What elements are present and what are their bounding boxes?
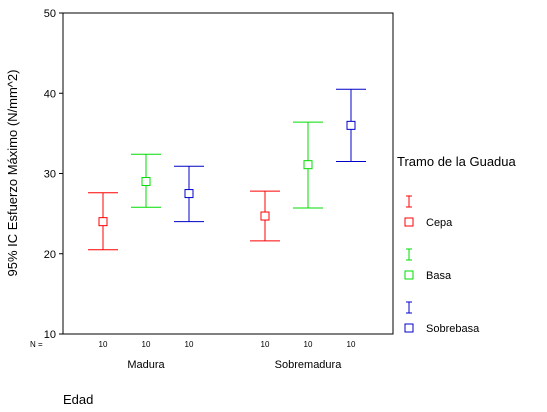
- error-bar-basa: [131, 153, 161, 208]
- n-value: 10: [99, 340, 108, 349]
- y-tick-label: 10: [44, 329, 56, 341]
- y-tick-label: 40: [44, 88, 56, 100]
- error-bar-sobrebasa: [174, 165, 204, 223]
- legend-title: Tramo de la Guadua: [397, 154, 517, 169]
- error-bars: [88, 88, 366, 251]
- n-label: N =: [30, 340, 43, 349]
- y-tick-label: 30: [44, 169, 56, 181]
- legend-label: Sobrebasa: [426, 323, 480, 335]
- n-value: 10: [261, 340, 270, 349]
- mean-marker: [303, 160, 313, 170]
- n-row: N = 10 10 10 10 10 10: [30, 340, 356, 349]
- legend-mean-symbol: [404, 270, 414, 280]
- error-bar-basa: [293, 121, 323, 209]
- x-axis-label: Edad: [63, 392, 93, 407]
- category-labels: Madura Sobremadura: [127, 359, 342, 371]
- mean-marker: [260, 211, 270, 221]
- error-bar-cepa: [250, 190, 280, 242]
- legend-mean-symbol: [404, 217, 414, 227]
- category-label: Sobremadura: [275, 359, 343, 371]
- y-tick-label: 20: [44, 249, 56, 261]
- legend: Tramo de la Guadua Cepa Basa Sobrebasa: [397, 154, 517, 335]
- error-bar-sobrebasa: [336, 88, 366, 162]
- error-bar-cepa: [88, 192, 118, 251]
- mean-marker: [184, 189, 194, 199]
- legend-entry-cepa: Cepa: [404, 195, 453, 229]
- mean-marker: [346, 120, 356, 130]
- mean-marker: [141, 177, 151, 187]
- legend-entry-basa: Basa: [404, 248, 452, 282]
- n-value: 10: [304, 340, 313, 349]
- legend-label: Cepa: [426, 217, 453, 229]
- n-value: 10: [185, 340, 194, 349]
- y-tick-label: 50: [44, 8, 56, 20]
- plot-frame: [62, 12, 394, 335]
- y-axis-label: 95% IC Esfuerzo Máximo (N/mm^2): [5, 70, 20, 277]
- n-value: 10: [347, 340, 356, 349]
- category-label: Madura: [127, 359, 165, 371]
- n-value: 10: [142, 340, 151, 349]
- y-axis: 10 20 30 40 50: [44, 8, 63, 341]
- mean-marker: [98, 217, 108, 227]
- legend-label: Basa: [426, 270, 452, 282]
- legend-mean-symbol: [404, 323, 414, 333]
- legend-entry-sobrebasa: Sobrebasa: [404, 301, 480, 335]
